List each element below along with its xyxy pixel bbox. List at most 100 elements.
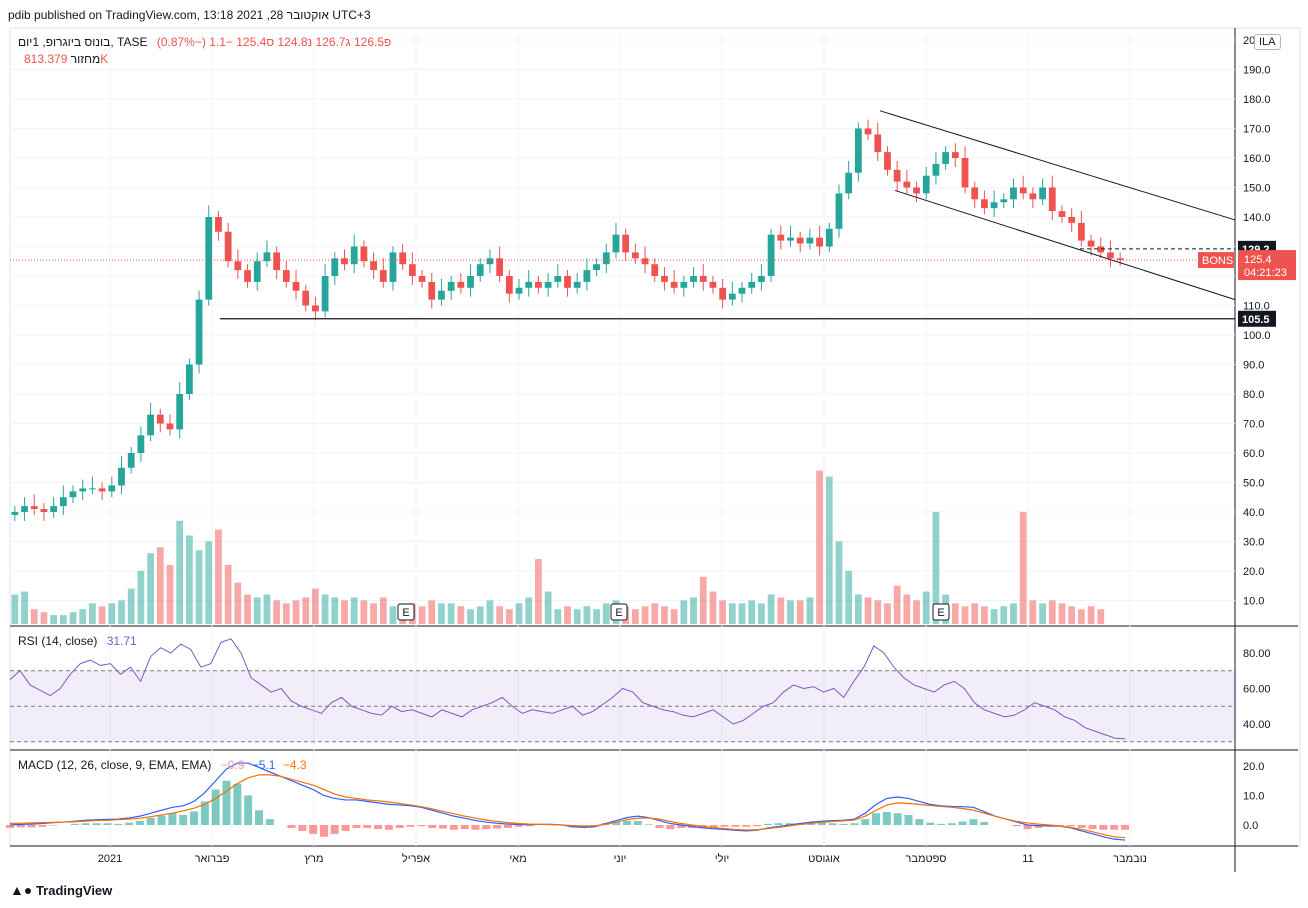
candle-body	[147, 414, 154, 436]
earnings-marker-box	[610, 603, 628, 621]
volume-bar	[1077, 609, 1085, 624]
macd-histogram-bar	[785, 823, 794, 825]
macd-histogram-bar	[503, 825, 512, 828]
volume-bar	[476, 606, 484, 624]
candle-body	[418, 276, 426, 282]
candle-body	[806, 237, 814, 244]
price-tick-label: 110.0	[1243, 301, 1270, 313]
rsi-label[interactable]: RSI (14, close)	[18, 634, 98, 648]
macd-histogram-bar	[893, 813, 902, 825]
candle-body	[302, 290, 310, 306]
macd-histogram-bar	[1012, 825, 1021, 827]
macd-histogram-bar	[168, 813, 177, 825]
candle-body	[854, 128, 862, 173]
macd-histogram-bar	[1034, 825, 1043, 828]
candle-body	[331, 258, 339, 276]
candle-body	[341, 258, 348, 265]
candle-body	[11, 512, 19, 515]
volume-bar	[166, 565, 174, 624]
symbol-name[interactable]: בונוס ביוגרופ, 1יום, TASE	[18, 35, 148, 49]
volume-bar	[1048, 600, 1056, 624]
macd-histogram-bar	[677, 825, 686, 828]
volume-bar	[428, 600, 436, 624]
candle-body	[1039, 187, 1046, 200]
candle-body	[428, 281, 436, 300]
volume-bar	[418, 606, 426, 624]
price-tick-label: 20.0	[1243, 566, 1264, 578]
candle-body	[845, 172, 853, 194]
candle-body	[796, 237, 804, 244]
candle-body	[156, 414, 164, 424]
candle-body	[719, 287, 727, 300]
macd-histogram-bar	[752, 825, 761, 827]
tradingview-logo[interactable]: ▲● TradingView	[10, 882, 112, 898]
volume-bar	[1039, 603, 1046, 624]
volume-bar	[321, 594, 329, 624]
macd-histogram-bar	[742, 825, 751, 827]
volume-bar	[447, 603, 455, 624]
macd-histogram-bar	[352, 825, 361, 828]
candle-body	[515, 287, 523, 294]
rsi-tick-label: 60.00	[1243, 684, 1271, 696]
macd-histogram-bar	[947, 823, 956, 825]
macd-histogram-bar	[839, 823, 848, 825]
volume-bar	[816, 470, 823, 624]
macd-histogram-bar	[27, 825, 36, 828]
currency-badge[interactable]: ILA	[1254, 34, 1281, 50]
macd-histogram-bar	[926, 822, 935, 825]
candle-body	[1000, 199, 1008, 203]
time-tick-label: 11	[1022, 853, 1033, 865]
rsi-tick-label: 40.00	[1243, 719, 1271, 731]
volume-legend: מחזור 813.379K	[18, 52, 108, 66]
candle-body	[981, 199, 988, 209]
volume-bar	[156, 547, 164, 624]
macd-line-value: −5.1	[251, 758, 276, 772]
macd-histogram-bar	[936, 823, 945, 825]
macd-histogram-bar	[81, 823, 90, 825]
candle-body	[438, 290, 445, 300]
candle-body	[69, 491, 77, 498]
candle-body	[1077, 222, 1085, 241]
candle-body	[79, 488, 87, 492]
candle-body	[1058, 211, 1066, 217]
candle-body	[583, 270, 591, 282]
volume-bar	[806, 597, 814, 624]
volume-bar	[515, 603, 523, 624]
candle-body	[496, 258, 504, 276]
ticker-tag-bg	[1198, 252, 1234, 269]
volume-bar	[457, 606, 465, 624]
candle-body	[748, 281, 756, 288]
macd-legend: MACD (12, 26, close, 9, EMA, EMA) −0.9 −…	[18, 758, 307, 772]
volume-bar	[467, 609, 474, 624]
volume-bar	[728, 603, 736, 624]
candle-body	[961, 158, 969, 188]
volume-bar	[98, 606, 106, 624]
candle-body	[312, 305, 319, 312]
volume-bar	[11, 594, 19, 624]
candle-body	[108, 485, 116, 492]
candle-body	[1087, 240, 1095, 247]
candle-body	[195, 299, 203, 365]
macd-histogram-bar	[49, 825, 58, 826]
published-header: pdib published on TradingView.com, 13:18…	[8, 8, 371, 22]
volume-bar	[981, 606, 988, 624]
candle-body	[234, 261, 242, 271]
candle-body	[457, 281, 465, 288]
macd-tick-label: 10.0	[1243, 791, 1264, 803]
price-tick-label: 160.0	[1243, 153, 1271, 165]
volume-bar	[1010, 603, 1017, 624]
volume-bar	[535, 559, 542, 624]
price-tick-label: 40.0	[1243, 507, 1264, 519]
macd-histogram-bar	[482, 825, 491, 830]
volume-bar	[486, 600, 494, 624]
macd-histogram-bar	[146, 817, 155, 825]
candle-body	[893, 169, 901, 182]
candle-body	[564, 276, 571, 288]
macd-histogram-bar	[817, 822, 826, 825]
candle-body	[593, 264, 600, 271]
candle-body	[370, 261, 377, 271]
macd-label[interactable]: MACD (12, 26, close, 9, EMA, EMA)	[18, 758, 212, 772]
support-price-label-bg	[1238, 310, 1276, 327]
volume-bar	[292, 600, 300, 624]
